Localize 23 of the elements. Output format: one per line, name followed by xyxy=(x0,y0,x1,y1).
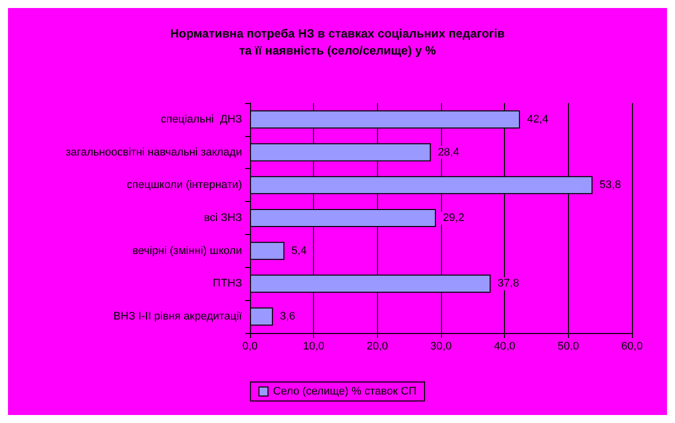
data-label: 5,4 xyxy=(291,244,307,257)
y-tick-label: спеціальні ДНЗ xyxy=(160,113,242,126)
y-tick-label: всі ЗНЗ xyxy=(204,212,242,224)
data-label: 37,8 xyxy=(498,278,520,290)
y-tick-label: ПТНЗ xyxy=(212,278,242,290)
legend-label: Село (селище) % ставок СП xyxy=(272,386,417,398)
y-tick-label: спецшколи (інтернати) xyxy=(126,179,242,192)
data-label: 53,8 xyxy=(600,179,621,192)
x-tick-label: 10,0 xyxy=(302,340,324,352)
x-tick-label: 20,0 xyxy=(366,340,388,352)
x-tick-label: 30,0 xyxy=(430,340,452,352)
data-label: 3,6 xyxy=(280,310,296,323)
y-tick-label: вечірні (змінні) школи xyxy=(132,244,242,257)
data-label: 42,4 xyxy=(526,113,548,126)
y-tick-label: ВНЗ І-ІІ рівня акредитації xyxy=(113,310,242,323)
x-tick-label: 60,0 xyxy=(621,340,643,352)
y-tick-label: загальноосвітні навчальні заклади xyxy=(66,146,242,158)
x-tick-label: 50,0 xyxy=(558,340,580,352)
data-label: 28,4 xyxy=(438,146,460,158)
x-tick-label: 40,0 xyxy=(494,340,516,352)
data-label: 29,2 xyxy=(442,212,464,224)
chart-title: Нормативна потреба НЗ в ставках соціальних педагогів та її наявність (село/селище) у % xyxy=(170,26,505,58)
x-tick-label: 0,0 xyxy=(242,340,258,352)
